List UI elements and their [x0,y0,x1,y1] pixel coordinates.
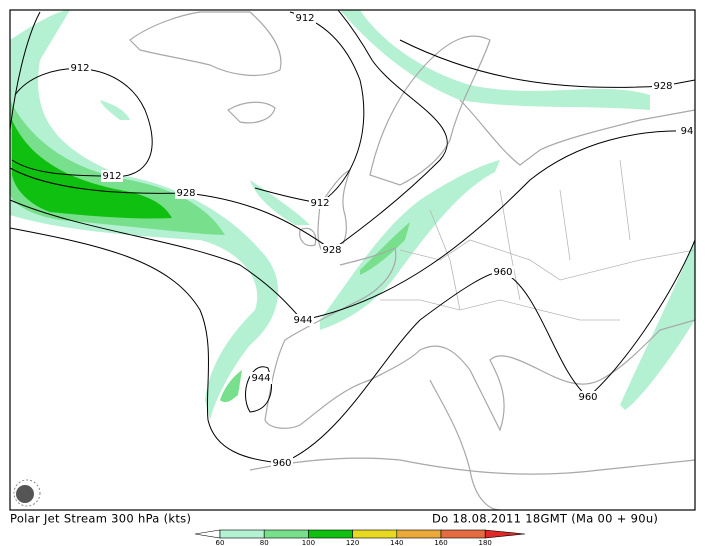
contour-label-bg [321,244,343,256]
country-borders [380,159,696,321]
coastlines [129,11,696,511]
contour-label-bg [309,197,331,209]
map-frame [9,9,696,511]
contour-label-bg [294,12,316,24]
contour-label: 960 [272,458,291,469]
contour-label-bg [69,62,91,74]
contour-label: 94 [681,126,694,137]
contour-label: 960 [493,267,512,278]
contour-label-bg [652,80,674,92]
legend-tick-label: 160 [434,539,447,546]
legend-swatch [263,529,309,539]
legend-tick-label: 180 [479,539,492,546]
legend-arrow-left [194,529,221,539]
legend-tick-label: 100 [302,539,315,546]
caption-right: Do 18.08.2011 18GMT (Ma 00 + 90u) [432,512,658,526]
contour-label-bg [577,391,599,403]
legend-swatch [396,529,442,539]
contour-labels: 912 912 912 912 928 928 928 944 944 960 960 960 94 [69,12,698,469]
legend-swatch [352,529,398,539]
legend-swatch [219,529,265,539]
contour-label: 928 [322,245,341,256]
contour-label: 928 [176,188,195,199]
legend-tick-label: 120 [346,539,359,546]
contour-label-bg [676,125,698,137]
contour-label-bg [250,372,272,384]
contour-label: 912 [310,198,329,209]
contour-label-bg [175,187,197,199]
contour-label: 944 [293,315,312,326]
jet-shading [10,10,695,420]
jet-east [620,240,695,410]
legend-swatch [440,529,486,539]
caption-left: Polar Jet Stream 300 hPa (kts) [10,512,191,526]
contour-label-bg [271,457,293,469]
legend-tick-label: 140 [390,539,403,546]
logo [13,479,41,507]
contour-label-bg [292,314,314,326]
contour-label: 960 [578,392,597,403]
contour-label: 912 [295,13,314,24]
legend-swatch [308,529,353,539]
jet-north [340,10,650,110]
contour-label-bg [492,266,514,278]
legend-tick-label: 80 [260,539,269,546]
contour-label: 912 [70,63,89,74]
jet-europe [320,160,500,330]
contour-label: 912 [102,171,121,182]
legend-arrow-right [484,529,526,539]
color-legend: 60 80 100 120 140 160 180 [194,529,526,546]
contour-label-bg [101,170,123,182]
jet-blob [100,100,130,120]
contours [9,9,696,464]
legend-tick-label: 60 [216,539,225,546]
jet-iberia-mid [220,370,242,403]
contour-label: 944 [251,373,270,384]
jet-core [12,120,172,219]
contour-label: 928 [653,81,672,92]
jet-europe-mid [360,222,410,275]
